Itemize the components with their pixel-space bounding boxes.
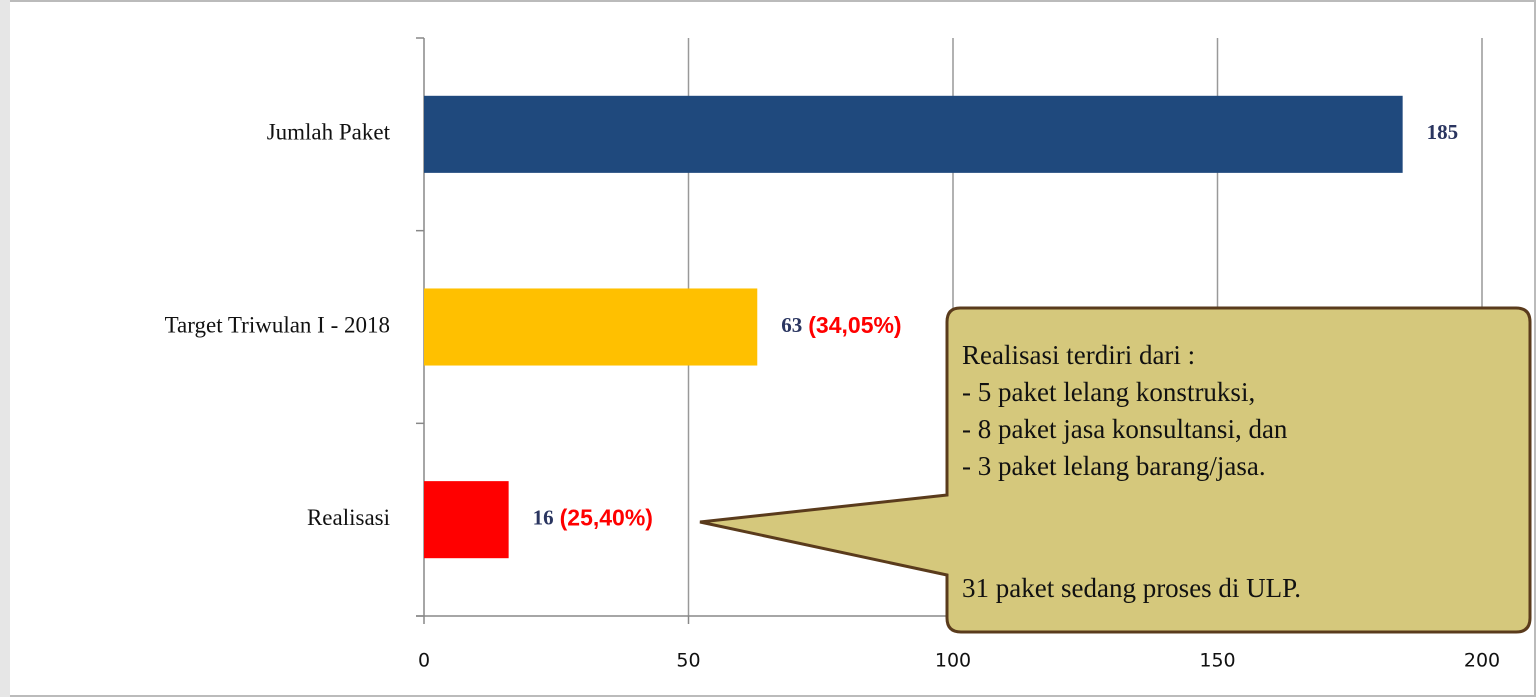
- bar: [424, 288, 758, 366]
- y-tick-label: Target Triwulan I - 2018: [165, 312, 390, 337]
- side-strip: [0, 0, 10, 697]
- callout-line: - 5 paket lelang konstruksi,: [962, 377, 1255, 407]
- bar: [424, 481, 509, 559]
- x-tick-label: 100: [935, 650, 971, 672]
- x-tick-label: 150: [1199, 650, 1235, 672]
- data-label: 16: [533, 505, 554, 529]
- y-tick-label: Realisasi: [307, 505, 390, 530]
- callout-line: Realisasi terdiri dari :: [962, 340, 1195, 370]
- x-tick-label: 50: [676, 650, 700, 672]
- callout-line: - 8 paket jasa konsultansi, dan: [962, 414, 1288, 444]
- data-label: 63: [781, 313, 802, 337]
- x-tick-label: 0: [418, 650, 430, 672]
- x-tick-label: 200: [1464, 650, 1500, 672]
- percent-label: (34,05%): [808, 312, 901, 338]
- data-label: 185: [1427, 120, 1459, 144]
- callout-line: - 3 paket lelang barang/jasa.: [962, 451, 1266, 481]
- callout-box: [699, 306, 1532, 634]
- callout-footer: 31 paket sedang proses di ULP.: [962, 573, 1301, 603]
- percent-label: (25,40%): [560, 505, 653, 531]
- bar: [424, 95, 1403, 173]
- y-tick-label: Jumlah Paket: [267, 120, 391, 145]
- callout: Realisasi terdiri dari : - 5 paket lelang…: [962, 340, 1301, 603]
